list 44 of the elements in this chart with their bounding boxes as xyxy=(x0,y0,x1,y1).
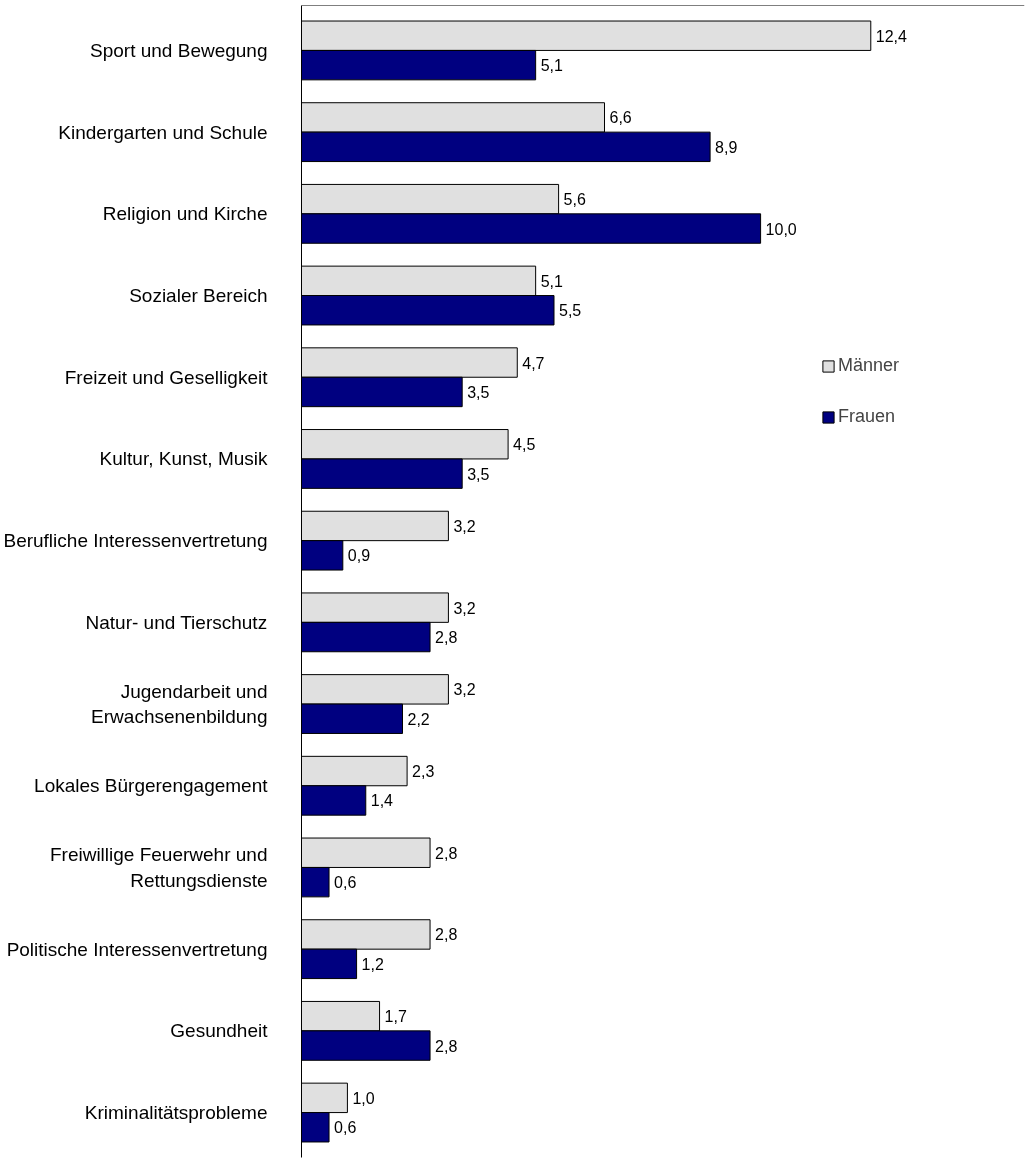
data-label: 12,4 xyxy=(875,27,908,45)
y-tick-label: Gesundheit xyxy=(170,1020,269,1042)
data-label: 1,0 xyxy=(352,1089,375,1107)
data-label: 0,6 xyxy=(334,874,357,892)
data-label: 1,7 xyxy=(384,1008,407,1026)
data-label: 3,5 xyxy=(467,465,490,483)
data-label: 6,6 xyxy=(609,109,632,127)
y-tick-label: Sport und Bewegung xyxy=(90,39,268,61)
data-label: 2,8 xyxy=(435,629,458,647)
data-label: 5,1 xyxy=(540,57,563,75)
data-label: 4,5 xyxy=(513,436,536,454)
data-label: 1,4 xyxy=(370,792,394,810)
data-label: 5,1 xyxy=(540,272,563,290)
data-label: 0,9 xyxy=(347,547,371,565)
y-tick-label: Lokales Bürgerengagement xyxy=(34,775,269,797)
data-label: 5,5 xyxy=(559,302,582,320)
data-label: 2,2 xyxy=(407,710,430,728)
y-tick-label: Jugendarbeit und Erwachsenenbildung xyxy=(91,680,268,728)
legend-label: Männer xyxy=(838,355,900,376)
data-label: 8,9 xyxy=(715,138,738,156)
legend-label: Frauen xyxy=(838,406,896,427)
y-tick-label: Natur- und Tierschutz xyxy=(85,611,268,633)
data-label: 3,2 xyxy=(453,517,476,535)
data-label: 3,2 xyxy=(453,599,476,617)
data-label: 10,0 xyxy=(765,220,797,238)
data-label: 0,6 xyxy=(334,1119,357,1137)
y-tick-label: Sozialer Bereich xyxy=(129,285,268,307)
data-label: 2,3 xyxy=(412,763,435,781)
data-label: 2,8 xyxy=(435,1037,458,1055)
data-label: 4,7 xyxy=(522,354,545,372)
data-label: 3,2 xyxy=(453,681,476,699)
data-label: 2,8 xyxy=(435,926,458,944)
data-label: 5,6 xyxy=(563,191,586,209)
y-tick-label: Kultur, Kunst, Musik xyxy=(99,448,268,470)
data-label: 2,8 xyxy=(435,844,458,862)
data-label: 1,2 xyxy=(361,955,384,973)
y-tick-label: Freizeit und Geselligkeit xyxy=(64,366,269,388)
y-tick-label: Religion und Kirche xyxy=(102,203,268,225)
y-tick-label: Berufliche Interessenvertretung xyxy=(3,530,268,552)
y-tick-label: Politische Interessenvertretung xyxy=(6,938,268,960)
y-tick-label: Kindergarten und Schule xyxy=(58,121,268,143)
y-tick-label: Freiwillige Feuerwehr und Rettungsdienste xyxy=(49,844,268,891)
data-label: 3,5 xyxy=(467,383,490,401)
y-tick-label: Kriminalitätsprobleme xyxy=(84,1102,268,1124)
